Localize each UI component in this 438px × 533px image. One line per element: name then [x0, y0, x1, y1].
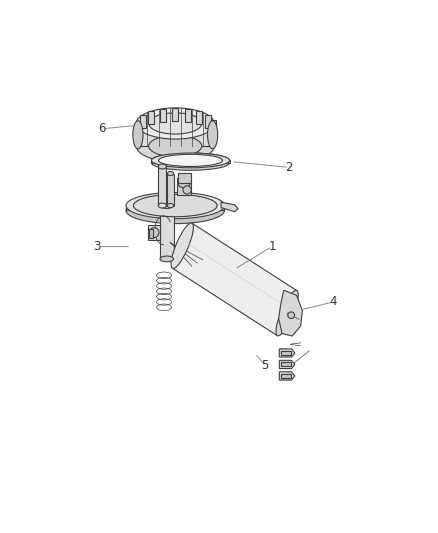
Text: 3: 3	[93, 240, 101, 253]
Bar	[148, 225, 160, 240]
Ellipse shape	[126, 192, 225, 219]
Ellipse shape	[149, 135, 202, 157]
Polygon shape	[196, 111, 202, 124]
Polygon shape	[148, 111, 154, 124]
Bar	[177, 178, 191, 195]
Ellipse shape	[171, 223, 193, 269]
Ellipse shape	[136, 108, 214, 139]
Polygon shape	[221, 202, 238, 212]
Ellipse shape	[208, 120, 218, 149]
Ellipse shape	[160, 256, 173, 262]
Polygon shape	[172, 223, 297, 336]
Ellipse shape	[134, 195, 217, 217]
Text: 1: 1	[268, 240, 276, 253]
Bar	[178, 173, 191, 183]
Bar	[281, 351, 291, 355]
Bar	[281, 362, 291, 367]
Ellipse shape	[136, 131, 214, 161]
Ellipse shape	[178, 178, 190, 188]
Text: 2: 2	[285, 161, 293, 174]
Polygon shape	[279, 360, 295, 368]
Bar	[281, 374, 291, 378]
Ellipse shape	[152, 156, 230, 170]
Bar	[158, 166, 166, 206]
Ellipse shape	[152, 153, 230, 168]
Polygon shape	[140, 115, 146, 128]
Polygon shape	[279, 290, 302, 336]
Ellipse shape	[159, 155, 223, 166]
Ellipse shape	[183, 186, 191, 194]
Polygon shape	[136, 124, 214, 146]
Polygon shape	[205, 115, 211, 128]
Ellipse shape	[149, 113, 202, 134]
Ellipse shape	[167, 172, 173, 175]
Ellipse shape	[152, 153, 230, 168]
Polygon shape	[185, 109, 191, 122]
Bar	[167, 174, 173, 206]
Ellipse shape	[160, 203, 173, 208]
Ellipse shape	[149, 228, 159, 238]
Polygon shape	[159, 109, 166, 122]
Ellipse shape	[167, 204, 173, 207]
Polygon shape	[172, 108, 178, 121]
Ellipse shape	[133, 120, 143, 149]
Ellipse shape	[276, 290, 298, 336]
Polygon shape	[279, 349, 295, 357]
Text: 5: 5	[261, 359, 269, 372]
Ellipse shape	[158, 203, 166, 208]
Polygon shape	[126, 206, 224, 211]
Text: 4: 4	[329, 295, 337, 309]
Bar	[149, 229, 153, 238]
Polygon shape	[279, 372, 295, 380]
Polygon shape	[152, 160, 230, 163]
Bar	[160, 204, 173, 259]
Ellipse shape	[158, 164, 166, 169]
Ellipse shape	[288, 312, 295, 319]
Text: 6: 6	[98, 122, 106, 135]
Ellipse shape	[126, 197, 225, 224]
Polygon shape	[210, 119, 216, 133]
